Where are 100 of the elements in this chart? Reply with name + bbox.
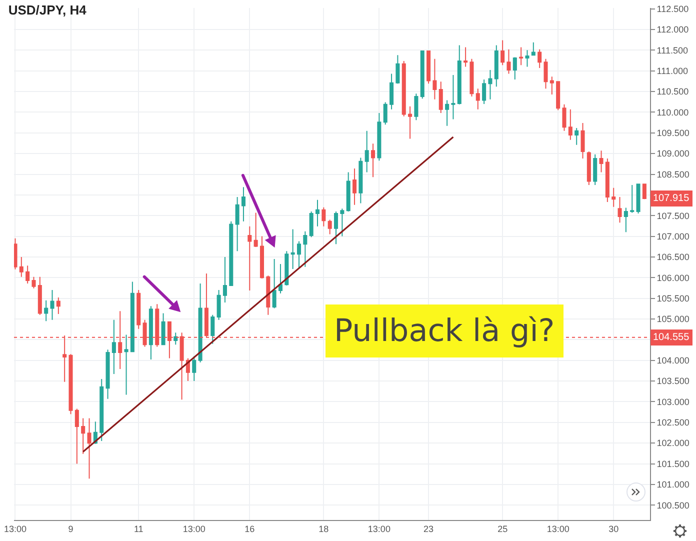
- candlestick: [346, 172, 350, 212]
- candlestick: [408, 106, 412, 140]
- candlestick: [174, 332, 178, 346]
- candlestick: [556, 81, 560, 111]
- candlestick: [254, 212, 258, 248]
- chart-title: USD/JPY, H4: [8, 2, 88, 18]
- y-tick-label: 105.500: [656, 293, 690, 304]
- candlestick: [371, 143, 376, 178]
- candlestick: [216, 290, 221, 320]
- candlestick: [266, 275, 270, 316]
- candlestick: [451, 74, 456, 120]
- candlestick: [328, 219, 332, 235]
- y-tick-label: 111.000: [656, 66, 688, 76]
- annotation: 107.915: [653, 193, 690, 204]
- y-tick-label: 112.000: [656, 24, 689, 35]
- y-tick-label: 111.500: [656, 45, 688, 56]
- x-tick-label: 11: [134, 524, 144, 534]
- candlestick: [260, 236, 264, 279]
- candlestick: [500, 40, 505, 66]
- candlestick: [445, 100, 450, 126]
- y-tick-label: 109.000: [656, 148, 690, 159]
- y-tick-label: 112.500: [656, 4, 689, 14]
- candlestick: [290, 228, 295, 270]
- candlestick: [580, 122, 585, 160]
- candlestick: [235, 196, 240, 252]
- y-tick-label: 105.000: [656, 314, 690, 324]
- candlestick: [229, 220, 234, 286]
- y-tick-label: 110.000: [656, 107, 689, 118]
- candlestick: [50, 290, 54, 320]
- candlestick: [364, 130, 369, 173]
- candlestick: [618, 196, 622, 224]
- y-tick-label: 109.500: [656, 128, 690, 138]
- candlestick: [476, 88, 480, 110]
- candlestick: [161, 312, 166, 346]
- candlestick: [470, 58, 474, 97]
- y-tick-label: 107.500: [656, 210, 690, 221]
- candlestick: [630, 184, 634, 214]
- candlestick: [544, 58, 548, 90]
- x-tick-label: 9: [68, 524, 74, 534]
- candlestick: [550, 76, 554, 95]
- y-tick-label: 101.500: [656, 458, 690, 469]
- candlestick: [482, 79, 486, 104]
- candlestick: [272, 258, 276, 309]
- candlestick: [512, 56, 517, 80]
- x-tick-label: 16: [244, 524, 255, 534]
- candlestick: [605, 158, 610, 202]
- candlestick: [612, 187, 616, 208]
- candlestick: [112, 319, 116, 375]
- candlestick: [296, 240, 302, 270]
- candlestick: [383, 102, 388, 126]
- candlestick: [586, 151, 591, 186]
- candlestick: [136, 290, 141, 330]
- candlestick: [19, 256, 24, 278]
- candlestick: [568, 108, 572, 140]
- x-tick-label: 25: [498, 524, 508, 534]
- x-tick-label: 30: [608, 524, 619, 534]
- candlestick: [519, 46, 524, 66]
- candlestick: [198, 282, 202, 363]
- candlestick: [420, 50, 424, 100]
- candlestick: [26, 265, 30, 284]
- annotation: Pullback là gì?: [334, 313, 555, 349]
- candlestick: [278, 264, 282, 294]
- candlestick: [464, 46, 468, 68]
- y-tick-label: 106.000: [656, 272, 690, 283]
- candlestick: [309, 210, 314, 238]
- candlestick: [44, 300, 48, 322]
- candlestick: [38, 276, 42, 316]
- candlestick: [390, 73, 394, 110]
- candlestick: [222, 256, 227, 303]
- candlestick: [87, 418, 92, 480]
- candlestick: [538, 48, 542, 68]
- candlestick: [322, 206, 326, 227]
- candlestick: [303, 230, 308, 268]
- candlestick: [636, 184, 640, 214]
- candlestick: [130, 281, 134, 353]
- candlestick: [74, 408, 79, 464]
- x-tick-label: 23: [424, 524, 434, 534]
- candlestick: [525, 50, 530, 68]
- candlestick: [100, 378, 104, 442]
- candlestick: [574, 127, 579, 146]
- candlestick: [642, 184, 646, 200]
- candlestick: [506, 48, 511, 74]
- candlestick: [593, 154, 598, 186]
- candlestick: [426, 50, 431, 84]
- x-tick-label: 13:00: [368, 524, 390, 534]
- candlestick: [457, 44, 462, 105]
- candlestick: [624, 207, 628, 233]
- candlestick: [192, 356, 196, 382]
- candlestick: [248, 226, 252, 291]
- y-tick-label: 102.000: [656, 438, 690, 448]
- candlestick: [377, 112, 382, 162]
- candlestick: [358, 157, 363, 204]
- candlestick: [599, 150, 604, 173]
- candlestick: [241, 186, 246, 222]
- candlestick: [334, 210, 338, 245]
- candlestick: [488, 70, 492, 100]
- y-tick-label: 110.500: [656, 86, 689, 97]
- y-tick-label: 103.000: [656, 396, 690, 407]
- y-tick-label: 108.500: [656, 169, 690, 180]
- candlestick: [81, 418, 86, 454]
